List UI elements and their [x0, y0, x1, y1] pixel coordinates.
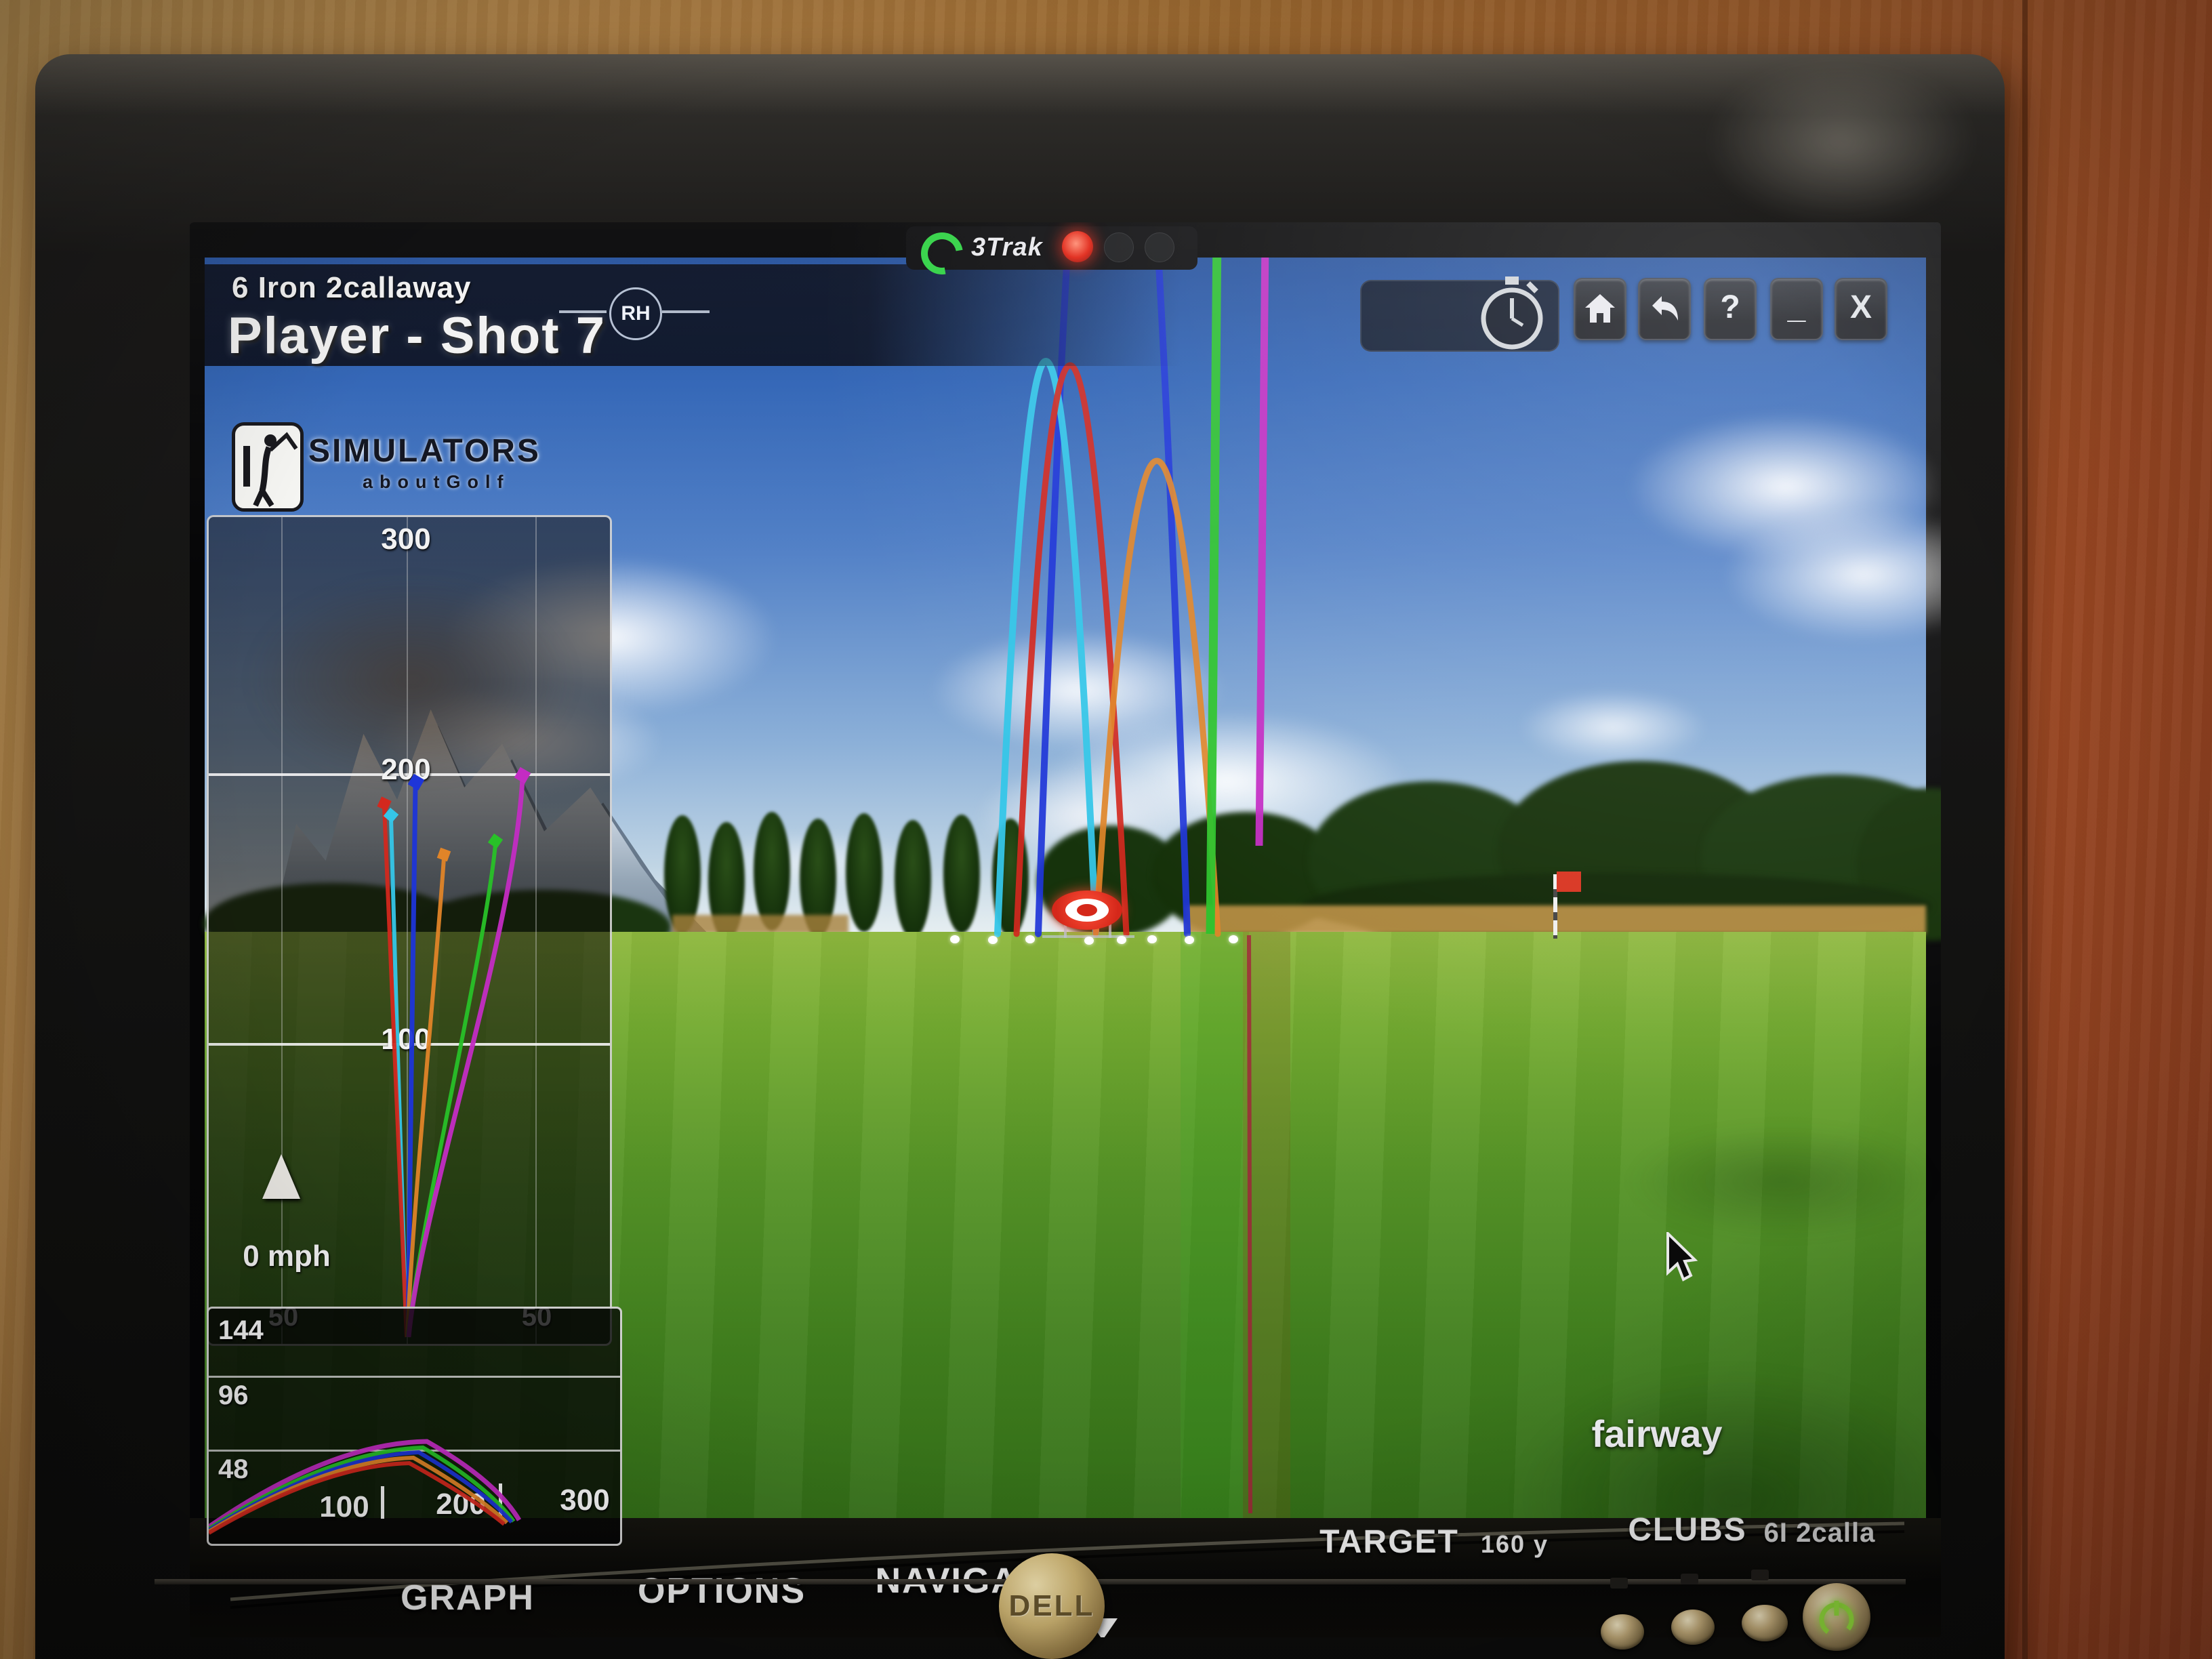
- distance-label-300: 300: [381, 523, 431, 556]
- help-button[interactable]: ?: [1704, 278, 1757, 340]
- osd-icon-mark: [1681, 1574, 1698, 1584]
- cloud: [1518, 690, 1708, 764]
- tree: [943, 815, 980, 933]
- close-button[interactable]: X: [1835, 278, 1887, 340]
- rh-badge-dash: [662, 310, 710, 313]
- bezel-corner-reflection: [1696, 54, 1987, 230]
- golfer-icon: [243, 432, 298, 508]
- gridline: [407, 517, 408, 1344]
- range-ball: [1117, 936, 1126, 944]
- target-ring-white: [1065, 899, 1109, 922]
- clubs-selected-value: 6I 2calla: [1763, 1518, 1876, 1548]
- screen: 6 Iron 2callaway Player - Shot 7 RH: [190, 222, 1941, 1637]
- menu-options[interactable]: OPTIONS: [637, 1572, 806, 1611]
- tree: [664, 815, 701, 934]
- range-ball: [988, 936, 998, 944]
- gridline: [281, 517, 283, 1344]
- distance-label-100: 100: [381, 1023, 431, 1056]
- menu-graph[interactable]: GRAPH: [401, 1578, 535, 1618]
- height-label-96: 96: [218, 1380, 249, 1410]
- range-ball: [1147, 935, 1157, 943]
- tree: [895, 820, 931, 939]
- monitor-menu-button[interactable]: [1742, 1605, 1788, 1641]
- range-ball: [1185, 936, 1194, 944]
- menu-target[interactable]: TARGET: [1319, 1524, 1459, 1560]
- target-stand-leg: [1064, 915, 1067, 938]
- menu-clubs[interactable]: CLUBS: [1628, 1512, 1747, 1548]
- gridline-100: [209, 1043, 610, 1046]
- topdown-shot-traces: [377, 766, 531, 1338]
- range-ball: [1229, 935, 1238, 943]
- cloud: [1721, 507, 1941, 642]
- header-band: [205, 264, 1181, 366]
- dist-tick: [499, 1483, 502, 1516]
- trak-brand: 3Trak: [971, 233, 1043, 262]
- target-distance-value: 160 y: [1480, 1530, 1549, 1558]
- led-inactive: [1145, 232, 1174, 262]
- bezel-top-sheen: [35, 54, 2005, 115]
- trace-green: [1206, 232, 1222, 935]
- aboutgolf-wordmark: aboutGolf: [363, 472, 510, 492]
- power-icon: [1819, 1601, 1854, 1637]
- page-title: Player - Shot 7: [228, 307, 606, 365]
- led-inactive: [1104, 232, 1134, 262]
- target-bullseye: [1052, 890, 1122, 930]
- osd-icon-mark: [1751, 1570, 1769, 1580]
- sand-strip: [672, 915, 848, 934]
- height-label-144: 144: [218, 1315, 264, 1345]
- range-ball: [950, 935, 960, 943]
- home-button[interactable]: [1574, 278, 1626, 340]
- dell-logo: DELL: [999, 1553, 1105, 1659]
- club-label: 6 Iron 2callaway: [232, 271, 472, 304]
- grass-shadow: [1626, 1124, 1938, 1239]
- trak-status-bar: 3Trak: [906, 224, 1197, 283]
- range-ball: [1025, 935, 1035, 943]
- red-flag: [1557, 872, 1581, 892]
- height-label-48: 48: [218, 1454, 249, 1484]
- target-center: [1077, 904, 1097, 916]
- trace-landing-line: [1247, 935, 1252, 1514]
- wind-speed: 0 mph: [243, 1240, 331, 1273]
- home-icon: [1585, 294, 1615, 323]
- sideview-trajectory-traces: [209, 1439, 522, 1535]
- gridline-200: [209, 773, 610, 776]
- panel-cloud-tint: [249, 578, 575, 781]
- undo-arrow-icon: [1652, 296, 1678, 321]
- tree: [754, 812, 790, 930]
- handedness-badge: RH: [609, 287, 662, 340]
- sideview-graph-panel: 144 96 48 100 200 300: [207, 1307, 622, 1546]
- undo-button[interactable]: [1638, 278, 1691, 340]
- surface-label: fairway: [1591, 1412, 1723, 1455]
- pga-tour-logo: [232, 422, 304, 512]
- rh-badge-dash: [559, 310, 607, 313]
- osd-icon-mark: [1610, 1578, 1628, 1589]
- monitor-menu-button[interactable]: [1601, 1614, 1644, 1650]
- tree: [846, 813, 882, 932]
- dist-tick: [381, 1486, 384, 1519]
- gridline-96: [209, 1376, 620, 1378]
- flag-pole: [1553, 874, 1557, 939]
- target-stand-leg: [1109, 915, 1111, 938]
- gridline: [535, 517, 537, 1344]
- dell-monitor: 6 Iron 2callaway Player - Shot 7 RH: [35, 54, 2005, 1659]
- dist-label-100: 100: [319, 1490, 369, 1523]
- tracer-band-green: [1181, 932, 1243, 1633]
- trace-orange: [1092, 457, 1221, 937]
- simulators-wordmark: SIMULATORS: [308, 433, 541, 469]
- trace-magenta: [1255, 239, 1269, 846]
- minimize-button[interactable]: _: [1770, 278, 1823, 340]
- wind-arrow-icon: [262, 1154, 300, 1199]
- record-led-active: [1062, 231, 1093, 262]
- range-ball: [1084, 937, 1094, 945]
- mouse-cursor: [1666, 1232, 1698, 1282]
- dist-label-300: 300: [560, 1483, 610, 1517]
- power-button[interactable]: [1803, 1583, 1870, 1651]
- monitor-menu-button[interactable]: [1671, 1610, 1715, 1645]
- wood-seam: [2022, 0, 2028, 1659]
- trace-red: [1013, 362, 1130, 937]
- stopwatch-icon: [1481, 276, 1543, 350]
- topdown-graph-panel: 300 200 100 0 mph 50 50: [207, 515, 612, 1346]
